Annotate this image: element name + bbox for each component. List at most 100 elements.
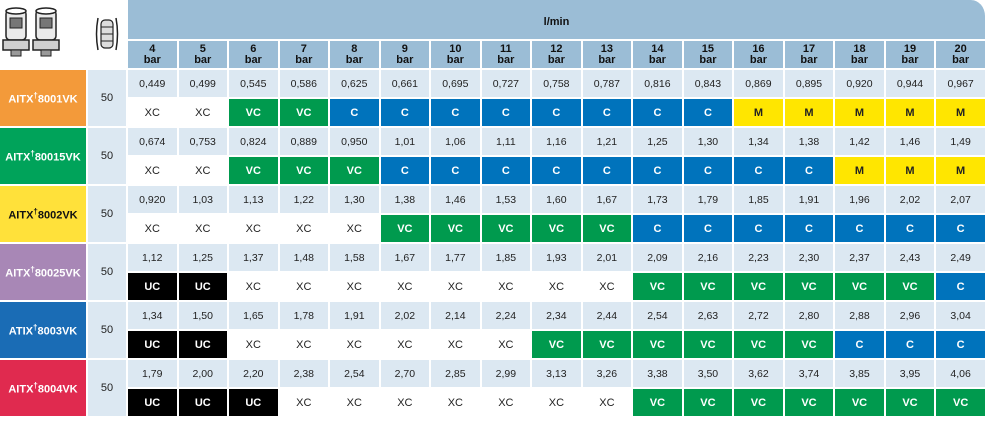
flow-value: 2,16 bbox=[683, 244, 735, 273]
droplet-class: C bbox=[885, 215, 937, 244]
flow-value: 0,753 bbox=[178, 128, 230, 157]
flow-value: 0,695 bbox=[431, 70, 482, 99]
droplet-class: C bbox=[633, 215, 684, 244]
droplet-class: C bbox=[481, 157, 533, 186]
droplet-class: C bbox=[633, 157, 684, 186]
nozzle-mark: † bbox=[30, 148, 35, 158]
droplet-class: C bbox=[784, 157, 836, 186]
pressure-value: 4 bbox=[149, 42, 156, 55]
flow-value: 2,85 bbox=[431, 360, 482, 389]
droplet-class: VC bbox=[633, 331, 684, 360]
droplet-class: C bbox=[885, 331, 937, 360]
nozzle-name: AITX†80025VK bbox=[0, 244, 88, 302]
flow-value: 2,49 bbox=[936, 244, 987, 273]
flow-value: 1,53 bbox=[481, 186, 533, 215]
droplet-class: M bbox=[835, 157, 886, 186]
flow-value: 0,824 bbox=[229, 128, 280, 157]
droplet-class: VC bbox=[835, 389, 886, 418]
flow-value: 0,758 bbox=[532, 70, 583, 99]
capacity-cell: 50 bbox=[88, 186, 128, 244]
flow-value: 2,43 bbox=[885, 244, 937, 273]
pressure-header-cell: 16 bar bbox=[734, 41, 785, 70]
droplet-class: XC bbox=[279, 389, 331, 418]
flow-value: 1,49 bbox=[936, 128, 987, 157]
pressure-unit: bar bbox=[143, 53, 161, 66]
icon-header-cell bbox=[0, 0, 88, 70]
nozzle-mark: † bbox=[33, 90, 38, 100]
droplet-class: C bbox=[835, 215, 886, 244]
class-row: XC XC VC VC C C C C C C C C M M M M M bbox=[0, 99, 987, 128]
flow-value: 0,944 bbox=[885, 70, 937, 99]
nozzle-mark: † bbox=[33, 206, 38, 216]
droplet-class: VC bbox=[330, 157, 381, 186]
droplet-class: XC bbox=[229, 331, 280, 360]
droplet-class: UC bbox=[128, 331, 179, 360]
droplet-class: XC bbox=[431, 389, 482, 418]
droplet-class: M bbox=[784, 99, 836, 128]
flow-value: 2,02 bbox=[885, 186, 937, 215]
flow-value: 1,91 bbox=[784, 186, 836, 215]
flow-value: 2,14 bbox=[431, 302, 482, 331]
flow-value: 2,72 bbox=[734, 302, 785, 331]
nozzle-prefix: AITX bbox=[8, 209, 34, 222]
pressure-unit: bar bbox=[648, 53, 666, 66]
flow-value: 0,625 bbox=[330, 70, 381, 99]
flow-value: 1,67 bbox=[582, 186, 634, 215]
droplet-class: XC bbox=[481, 331, 533, 360]
pressure-value: 14 bbox=[651, 42, 664, 55]
pressure-unit: bar bbox=[497, 53, 515, 66]
pressure-header-cell: 14 bar bbox=[633, 41, 684, 70]
droplet-class: C bbox=[582, 157, 634, 186]
droplet-class: XC bbox=[178, 99, 230, 128]
nozzle-name: AITX†8002VK bbox=[0, 186, 88, 244]
pressure-value: 18 bbox=[853, 42, 866, 55]
pressure-header-cell: 8 bar bbox=[330, 41, 381, 70]
pressure-value: 8 bbox=[351, 42, 358, 55]
droplet-class: C bbox=[582, 99, 634, 128]
flow-value: 1,03 bbox=[178, 186, 230, 215]
pressure-header-cell: 11 bar bbox=[481, 41, 533, 70]
pressure-value: 6 bbox=[250, 42, 257, 55]
flow-value: 1,34 bbox=[734, 128, 785, 157]
pressure-value: 13 bbox=[600, 42, 614, 55]
droplet-class: XC bbox=[582, 389, 634, 418]
droplet-class: C bbox=[683, 157, 735, 186]
flow-value: 2,37 bbox=[835, 244, 886, 273]
flow-value: 1,21 bbox=[582, 128, 634, 157]
droplet-class: XC bbox=[582, 273, 634, 302]
flow-value: 1,38 bbox=[784, 128, 836, 157]
flow-value: 1,79 bbox=[683, 186, 735, 215]
flow-value: 1,78 bbox=[279, 302, 331, 331]
nozzle-prefix: AITX bbox=[5, 151, 31, 164]
flow-value: 1,77 bbox=[431, 244, 482, 273]
droplet-class: VC bbox=[885, 389, 937, 418]
flow-value: 2,80 bbox=[784, 302, 836, 331]
flow-value: 0,816 bbox=[633, 70, 684, 99]
flow-value: 0,889 bbox=[279, 128, 331, 157]
flow-value: 1,34 bbox=[128, 302, 179, 331]
flow-value: 1,60 bbox=[532, 186, 583, 215]
flow-value: 3,38 bbox=[633, 360, 684, 389]
flow-value: 1,85 bbox=[481, 244, 533, 273]
flow-value: 1,91 bbox=[330, 302, 381, 331]
flow-value: 0,843 bbox=[683, 70, 735, 99]
nozzle-prefix: AITX bbox=[8, 383, 34, 396]
droplet-class: M bbox=[936, 157, 987, 186]
droplet-class: UC bbox=[178, 389, 230, 418]
flow-value: 0,895 bbox=[784, 70, 836, 99]
droplet-class: XC bbox=[279, 273, 331, 302]
droplet-class: M bbox=[835, 99, 886, 128]
droplet-class: VC bbox=[885, 273, 937, 302]
class-row: UC UC UC XC XC XC XC XC XC XC VC VC VC VC VC VC VC bbox=[0, 389, 987, 418]
droplet-class: XC bbox=[178, 157, 230, 186]
pressure-value: 19 bbox=[903, 42, 917, 55]
flow-value: 2,09 bbox=[633, 244, 684, 273]
flow-value: 2,07 bbox=[936, 186, 987, 215]
class-row: UC UC XC XC XC XC XC XC XC XC VC VC VC VC VC VC C bbox=[0, 273, 987, 302]
nozzle-mark: † bbox=[33, 380, 38, 390]
flow-value: 2,24 bbox=[481, 302, 533, 331]
nozzle-suffix: 8002VK bbox=[37, 209, 78, 222]
droplet-class: C bbox=[936, 273, 987, 302]
droplet-class: XC bbox=[279, 331, 331, 360]
nozzle-mark: † bbox=[30, 264, 35, 274]
